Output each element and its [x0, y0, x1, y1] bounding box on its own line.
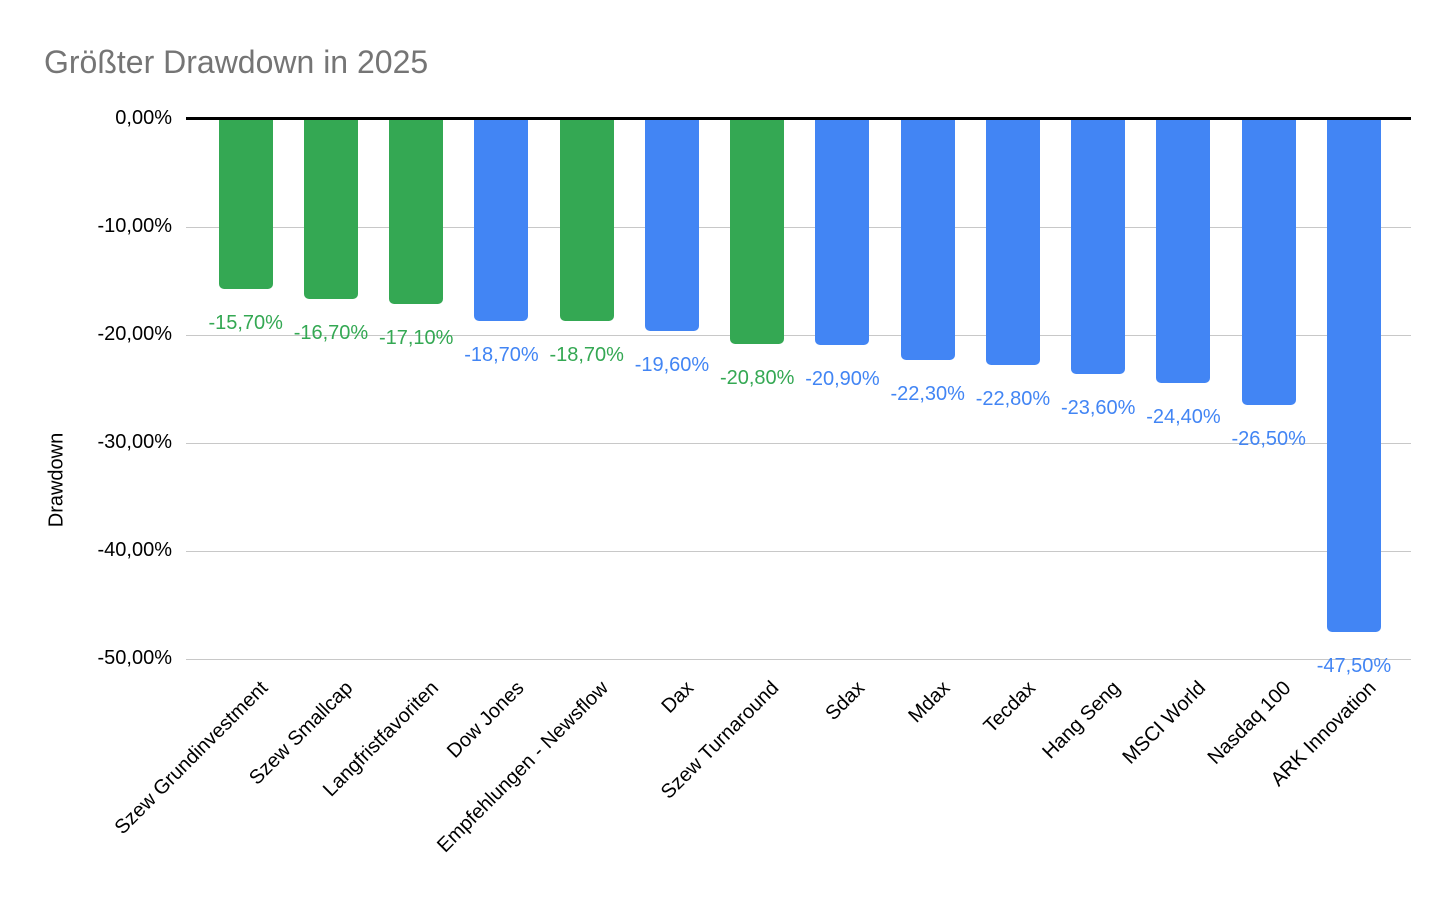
- bar-value-label: -23,60%: [1060, 396, 1136, 419]
- x-axis-category-label: Szew Grundinvestment: [110, 677, 273, 839]
- bar: [218, 119, 273, 289]
- gridline: [186, 551, 1411, 552]
- bar: [389, 119, 444, 304]
- bar-value-label: -22,80%: [975, 388, 1051, 411]
- y-axis-title: Drawdown: [45, 432, 68, 528]
- bar-value-label: -16,70%: [293, 322, 369, 345]
- x-axis-category-label: MSCI World: [1118, 677, 1211, 769]
- x-axis-category-label: Mdax: [904, 677, 955, 728]
- zero-baseline: [186, 117, 1411, 120]
- x-axis-category-label: Hang Seng: [1038, 677, 1125, 764]
- bar: [985, 119, 1040, 366]
- bar: [1241, 119, 1296, 406]
- bar-value-label: -47,50%: [1316, 655, 1392, 677]
- bar-value-label: -18,70%: [549, 343, 624, 366]
- bar-value-label: -20,80%: [719, 366, 795, 389]
- x-axis-category-label: Empfehlungen - Newsflow: [433, 677, 614, 857]
- x-axis-category-label: Dax: [657, 677, 699, 718]
- bar-value-label: -20,90%: [805, 367, 880, 390]
- bar-value-label: -22,30%: [890, 382, 965, 405]
- bar: [1326, 119, 1381, 632]
- bar: [303, 119, 358, 300]
- gridline: [186, 443, 1411, 444]
- x-axis-category-label: Sdax: [821, 677, 870, 725]
- y-axis-tick-label: -20,00%: [97, 323, 173, 346]
- bar-value-label: -15,70%: [208, 311, 283, 334]
- chart-title: Größter Drawdown in 2025: [44, 44, 429, 80]
- bar: [815, 119, 870, 345]
- bar-value-label: -19,60%: [634, 353, 710, 376]
- gridline: [186, 335, 1411, 336]
- y-axis-tick-label: 0,00%: [115, 107, 172, 130]
- bar: [900, 119, 955, 360]
- bar: [644, 119, 699, 331]
- bar: [1071, 119, 1126, 374]
- y-axis-tick-label: -50,00%: [97, 647, 173, 670]
- gridline: [186, 227, 1411, 228]
- bar: [730, 119, 785, 344]
- y-axis-tick-label: -10,00%: [97, 215, 173, 238]
- bar-value-label: -18,70%: [464, 343, 539, 366]
- y-axis-tick-label: -30,00%: [97, 431, 173, 454]
- bar-value-label: -26,50%: [1231, 428, 1306, 451]
- x-axis-category-label: Dow Jones: [442, 677, 529, 763]
- gridline: [186, 659, 1411, 660]
- bar-value-label: -17,10%: [378, 326, 454, 349]
- bar: [474, 119, 529, 321]
- bar: [559, 119, 614, 321]
- bar: [1156, 119, 1211, 383]
- x-axis-category-label: Nasdaq 100: [1203, 677, 1296, 769]
- y-axis-tick-label: -40,00%: [97, 539, 173, 562]
- x-axis-category-label: Tecdax: [979, 677, 1040, 738]
- bar-value-label: -24,40%: [1146, 405, 1221, 428]
